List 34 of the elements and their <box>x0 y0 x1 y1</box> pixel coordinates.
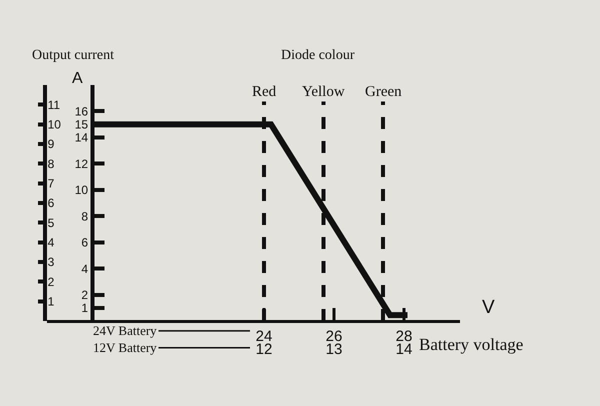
text: Output current <box>32 48 114 63</box>
x2-tick-label: 14 <box>396 340 412 358</box>
annotation: A <box>72 70 83 87</box>
y2-tick-label: 12 <box>74 156 88 171</box>
ref-line-label: Green <box>365 84 402 100</box>
y-tick-label: 7 <box>48 176 55 191</box>
y-tick-label: 8 <box>48 156 55 171</box>
x2-tick-label: 13 <box>326 340 342 358</box>
y2-tick-label: 1 <box>81 301 88 316</box>
y2-tick-label: 2 <box>81 288 88 302</box>
y-tick-label: 11 <box>48 98 60 112</box>
y2-tick-label: 15 <box>74 118 88 132</box>
y-tick-label: 10 <box>48 118 62 132</box>
y2-tick-label: 16 <box>74 104 88 118</box>
y2-tick-label: 14 <box>74 130 88 145</box>
y-tick-label: 5 <box>48 216 55 230</box>
text: 12V Battery <box>93 340 158 355</box>
ref-line-label: Yellow <box>302 84 345 100</box>
y2-tick-label: 10 <box>74 183 88 198</box>
y2-tick-label: 8 <box>81 209 88 224</box>
ref-line-label: Red <box>252 84 277 100</box>
y-tick-label: 4 <box>48 236 55 250</box>
x2-tick-label: 12 <box>256 340 272 358</box>
y-tick-label: 2 <box>48 274 55 289</box>
y-tick-label: 3 <box>48 255 55 270</box>
text: 24V Battery <box>93 323 158 338</box>
y-tick-label: 6 <box>48 196 55 210</box>
x-axis-title: Battery voltage <box>419 335 524 354</box>
y-tick-label: 1 <box>48 294 55 309</box>
y-tick-label: 9 <box>48 137 55 152</box>
y2-tick-label: 6 <box>81 236 88 250</box>
text: Diode colour <box>281 48 355 63</box>
text: V <box>482 297 495 318</box>
y2-tick-label: 4 <box>81 262 88 276</box>
